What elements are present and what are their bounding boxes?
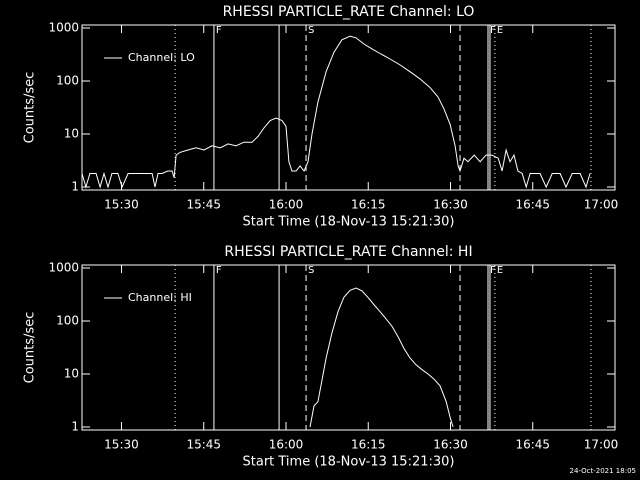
legend-label: Channel: HI xyxy=(128,291,192,304)
event-label: F xyxy=(490,25,496,36)
plot-frame xyxy=(81,24,616,191)
footer: 24-Oct-2021 18:05 xyxy=(570,467,636,475)
y-tick-label: 1000 xyxy=(48,20,79,34)
y-tick-label: 1 xyxy=(71,180,79,194)
panel: RHESSI PARTICLE_RATE Channel: LO Start Ti… xyxy=(23,4,619,230)
y-axis-label: Counts/sec xyxy=(23,312,38,384)
event-label: S xyxy=(308,265,314,276)
chart-title: RHESSI PARTICLE_RATE Channel: LO xyxy=(223,4,475,20)
y-tick-label: 100 xyxy=(56,313,79,327)
event-label: S xyxy=(308,25,314,36)
x-tick-label: 16:15 xyxy=(351,198,386,212)
x-tick-label: 15:30 xyxy=(104,438,139,452)
chart-title: RHESSI PARTICLE_RATE Channel: HI xyxy=(224,244,472,260)
x-tick-label: 16:45 xyxy=(515,438,550,452)
panel: RHESSI PARTICLE_RATE Channel: HI Start Ti… xyxy=(23,244,619,470)
x-tick-label: 15:30 xyxy=(104,198,139,212)
x-tick-label: 16:15 xyxy=(351,438,386,452)
plot-frame xyxy=(81,264,616,431)
x-tick-label: 17:00 xyxy=(584,438,619,452)
series-line xyxy=(81,35,591,189)
y-tick-label: 1000 xyxy=(48,260,79,274)
x-tick-label: 15:45 xyxy=(186,198,221,212)
x-tick-label: 16:00 xyxy=(269,198,304,212)
series-line xyxy=(309,287,454,428)
event-label: F xyxy=(216,265,222,276)
y-axis-label: Counts/sec xyxy=(23,72,38,144)
event-label: F xyxy=(490,265,496,276)
x-axis-label: Start Time (18-Nov-13 15:21:30) xyxy=(243,215,455,230)
x-tick-label: 16:30 xyxy=(433,198,468,212)
x-tick-label: 16:00 xyxy=(269,438,304,452)
y-tick-label: 10 xyxy=(64,127,79,141)
event-label: E xyxy=(497,265,503,276)
x-tick-label: 16:30 xyxy=(433,438,468,452)
x-tick-label: 17:00 xyxy=(584,198,619,212)
x-axis-label: Start Time (18-Nov-13 15:21:30) xyxy=(243,455,455,470)
x-tick-label: 15:45 xyxy=(186,438,221,452)
y-tick-label: 100 xyxy=(56,73,79,87)
y-tick-label: 10 xyxy=(64,367,79,381)
y-tick-label: 1 xyxy=(71,420,79,434)
event-label: F xyxy=(216,25,222,36)
event-label: E xyxy=(497,25,503,36)
legend-label: Channel: LO xyxy=(128,51,195,64)
x-tick-label: 16:45 xyxy=(515,198,550,212)
